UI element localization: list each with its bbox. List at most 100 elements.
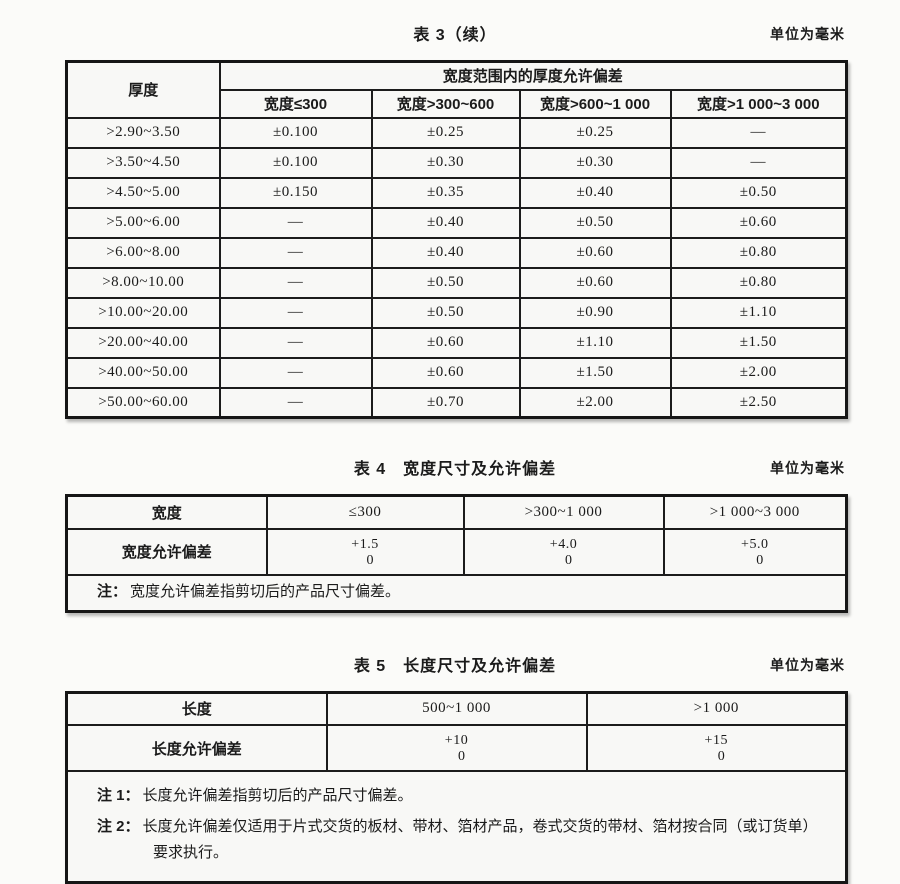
- table3-title: 表 3（续）: [65, 21, 845, 45]
- tolerance-value-cell: ±0.60: [520, 268, 671, 298]
- tolerance-value-cell: ±0.40: [372, 238, 520, 268]
- table3-header-row-1: 厚度 宽度范围内的厚度允许偏差: [67, 62, 847, 90]
- table-row: >40.00~50.00 — ±0.60 ±1.50 ±2.00: [67, 358, 847, 388]
- table5-title: 表 5 长度尺寸及允许偏差: [65, 652, 845, 676]
- table4-unit-note: 单位为毫米: [770, 458, 845, 478]
- note-label: 注 1：: [97, 787, 143, 804]
- thickness-range-cell: >8.00~10.00: [67, 268, 220, 298]
- thickness-range-cell: >5.00~6.00: [67, 208, 220, 238]
- tolerance-upper: +5.0: [665, 536, 846, 554]
- width-column-header: 宽度: [67, 496, 267, 529]
- table3-thickness-tolerance: 厚度 宽度范围内的厚度允许偏差 宽度≤300 宽度>300~600 宽度>600…: [65, 60, 848, 419]
- table-row: >8.00~10.00 — ±0.50 ±0.60 ±0.80: [67, 268, 847, 298]
- tolerance-value-cell: ±0.80: [671, 268, 847, 298]
- table3-unit-note: 单位为毫米: [770, 24, 845, 44]
- tolerance-value-cell: ±0.30: [520, 148, 671, 178]
- note-label: 注：: [97, 583, 130, 600]
- tolerance-lower: 0: [333, 750, 591, 764]
- table-row: 长度允许偏差 +10 0 +15 0: [67, 725, 847, 771]
- table4-caption-row: 表 4 宽度尺寸及允许偏差 单位为毫米: [65, 455, 845, 477]
- thickness-column-header: 厚度: [67, 62, 220, 118]
- length-range-header: 500~1 000: [327, 692, 587, 725]
- table4-note: 注：宽度允许偏差指剪切后的产品尺寸偏差。: [67, 575, 847, 612]
- tolerance-value-cell: ±0.25: [520, 118, 671, 148]
- note-text: 宽度允许偏差指剪切后的产品尺寸偏差。: [130, 584, 400, 600]
- tolerance-stack-cell: +5.0 0: [664, 529, 847, 575]
- table4-width-tolerance: 宽度 ≤300 >300~1 000 >1 000~3 000 宽度允许偏差 +…: [65, 494, 848, 613]
- tolerance-value-cell: ±0.50: [520, 208, 671, 238]
- note-text: 长度允许偏差仅适用于片式交货的板材、带材、箔材产品，卷式交货的带材、箔材按合同（…: [143, 819, 818, 861]
- tolerance-value-cell: —: [671, 148, 847, 178]
- tolerance-value-cell: —: [671, 118, 847, 148]
- table-row: >6.00~8.00 — ±0.40 ±0.60 ±0.80: [67, 238, 847, 268]
- tolerance-value-cell: —: [220, 358, 372, 388]
- tolerance-stack-cell: +10 0: [327, 725, 587, 771]
- thickness-range-cell: >50.00~60.00: [67, 388, 220, 418]
- table5-length-tolerance: 长度 500~1 000 >1 000 长度允许偏差 +10 0 +15 0 注…: [65, 691, 848, 884]
- tolerance-value-cell: ±0.50: [671, 178, 847, 208]
- table4-header-row: 宽度 ≤300 >300~1 000 >1 000~3 000: [67, 496, 847, 529]
- tolerance-value-cell: —: [220, 208, 372, 238]
- width-range-header: 宽度>1 000~3 000: [671, 90, 847, 118]
- row-label-cell: 宽度允许偏差: [67, 529, 267, 575]
- tolerance-value-cell: ±0.100: [220, 148, 372, 178]
- tolerance-stack-cell: +1.5 0: [267, 529, 464, 575]
- tolerance-value-cell: ±0.50: [372, 298, 520, 328]
- note-item: 注 1：长度允许偏差指剪切后的产品尺寸偏差。: [97, 783, 829, 809]
- tolerance-upper: +4.0: [465, 536, 663, 554]
- tolerance-value-cell: ±0.60: [671, 208, 847, 238]
- width-range-header: >300~1 000: [464, 496, 664, 529]
- tolerance-value-cell: ±2.00: [671, 358, 847, 388]
- width-range-header: 宽度>300~600: [372, 90, 520, 118]
- tolerance-value-cell: ±1.50: [671, 328, 847, 358]
- tolerance-value-cell: ±0.100: [220, 118, 372, 148]
- row-label-cell: 长度允许偏差: [67, 725, 327, 771]
- tolerance-value-cell: ±0.60: [372, 328, 520, 358]
- thickness-range-cell: >40.00~50.00: [67, 358, 220, 388]
- thickness-range-cell: >4.50~5.00: [67, 178, 220, 208]
- tolerance-lower: 0: [470, 554, 668, 568]
- table-row: >5.00~6.00 — ±0.40 ±0.50 ±0.60: [67, 208, 847, 238]
- table5-notes: 注 1：长度允许偏差指剪切后的产品尺寸偏差。 注 2：长度允许偏差仅适用于片式交…: [67, 771, 847, 883]
- table3-caption-row: 表 3（续） 单位为毫米: [65, 21, 845, 43]
- table-row: >4.50~5.00 ±0.150 ±0.35 ±0.40 ±0.50: [67, 178, 847, 208]
- tolerance-value-cell: ±0.150: [220, 178, 372, 208]
- tolerance-lower: 0: [593, 750, 851, 764]
- thickness-range-cell: >20.00~40.00: [67, 328, 220, 358]
- table-row: >10.00~20.00 — ±0.50 ±0.90 ±1.10: [67, 298, 847, 328]
- tolerance-value-cell: ±1.10: [520, 328, 671, 358]
- tolerance-value-cell: ±0.90: [520, 298, 671, 328]
- table-row: >3.50~4.50 ±0.100 ±0.30 ±0.30 —: [67, 148, 847, 178]
- tolerance-value-cell: ±1.10: [671, 298, 847, 328]
- tolerance-stack-cell: +15 0: [587, 725, 847, 771]
- tolerance-value-cell: ±0.30: [372, 148, 520, 178]
- width-range-header: 宽度>600~1 000: [520, 90, 671, 118]
- tolerance-span-header: 宽度范围内的厚度允许偏差: [220, 62, 847, 90]
- tolerance-upper: +1.5: [268, 536, 463, 554]
- width-range-header: ≤300: [267, 496, 464, 529]
- tolerance-value-cell: —: [220, 268, 372, 298]
- tolerance-value-cell: ±0.80: [671, 238, 847, 268]
- tolerance-value-cell: ±0.60: [372, 358, 520, 388]
- table-row: >50.00~60.00 — ±0.70 ±2.00 ±2.50: [67, 388, 847, 418]
- tolerance-value-cell: —: [220, 328, 372, 358]
- table5-caption-row: 表 5 长度尺寸及允许偏差 单位为毫米: [65, 652, 845, 674]
- tolerance-stack-cell: +4.0 0: [464, 529, 664, 575]
- table5-header-row: 长度 500~1 000 >1 000: [67, 692, 847, 725]
- note-row: 注：宽度允许偏差指剪切后的产品尺寸偏差。: [67, 575, 847, 612]
- table-row: >2.90~3.50 ±0.100 ±0.25 ±0.25 —: [67, 118, 847, 148]
- tolerance-value-cell: ±0.35: [372, 178, 520, 208]
- tolerance-upper: +15: [588, 732, 846, 750]
- tolerance-value-cell: ±1.50: [520, 358, 671, 388]
- tolerance-upper: +10: [328, 732, 586, 750]
- tolerance-value-cell: ±0.40: [372, 208, 520, 238]
- tolerance-value-cell: ±2.00: [520, 388, 671, 418]
- tolerance-value-cell: ±0.50: [372, 268, 520, 298]
- tolerance-value-cell: ±2.50: [671, 388, 847, 418]
- table4-title: 表 4 宽度尺寸及允许偏差: [65, 455, 845, 479]
- tolerance-value-cell: —: [220, 238, 372, 268]
- table5-unit-note: 单位为毫米: [770, 655, 845, 675]
- thickness-range-cell: >10.00~20.00: [67, 298, 220, 328]
- tolerance-value-cell: —: [220, 298, 372, 328]
- table-row: >20.00~40.00 — ±0.60 ±1.10 ±1.50: [67, 328, 847, 358]
